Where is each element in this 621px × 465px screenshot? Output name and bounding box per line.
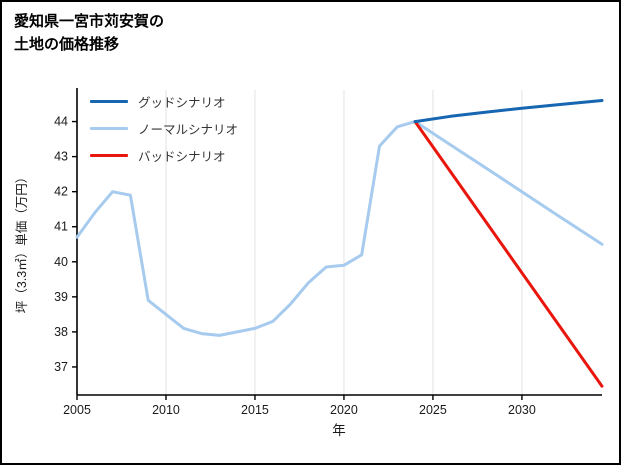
legend-line-normal-scenario (90, 126, 128, 130)
y-axis-label: 坪（3.3㎡）単価（万円） (15, 171, 29, 313)
x-tick-label: 2020 (330, 403, 358, 417)
y-tick-label: 37 (54, 360, 68, 374)
y-tick-label: 43 (54, 150, 68, 164)
legend: グッドシナリオ ノーマルシナリオ バッドシナリオ (90, 92, 238, 164)
chart-title-line1: 愛知県一宮市苅安賀の (14, 13, 165, 30)
series-line-bad-scenario (413, 120, 604, 388)
legend-label-normal-scenario: ノーマルシナリオ (138, 122, 239, 137)
x-tick-label: 2015 (241, 403, 269, 417)
x-axis-label: 年 (332, 423, 346, 438)
y-tick-label: 40 (54, 255, 68, 269)
series-line-good-scenario (413, 99, 604, 124)
y-tick-label: 44 (54, 115, 68, 129)
series-lines (75, 99, 604, 388)
series-line-normal-scenario (75, 120, 604, 337)
y-tick-label: 39 (54, 290, 68, 304)
x-tick-label: 2025 (419, 403, 447, 417)
y-tick-label: 41 (54, 220, 68, 234)
axes (72, 88, 602, 400)
y-tick-label: 38 (54, 325, 68, 339)
x-tick-label: 2010 (152, 403, 180, 417)
legend-item-good-scenario: グッドシナリオ (90, 92, 238, 110)
chart-title: 愛知県一宮市苅安賀の 土地の価格推移 (14, 11, 164, 56)
legend-line-bad-scenario (90, 153, 128, 157)
legend-label-good-scenario: グッドシナリオ (138, 95, 226, 110)
legend-item-normal-scenario: ノーマルシナリオ (90, 119, 238, 137)
x-tick-label: 2005 (63, 403, 91, 417)
tick-labels: 2005 2010 2015 2020 2025 2030 37 38 39 40 41 42 43 44 (54, 115, 536, 417)
chart-title-line2: 土地の価格推移 (14, 35, 120, 53)
x-tick-label: 2030 (508, 403, 536, 417)
legend-item-bad-scenario: バッドシナリオ (90, 146, 238, 164)
legend-label-bad-scenario: バッドシナリオ (138, 149, 226, 164)
legend-line-good-scenario (90, 99, 128, 103)
y-tick-label: 42 (54, 185, 68, 199)
